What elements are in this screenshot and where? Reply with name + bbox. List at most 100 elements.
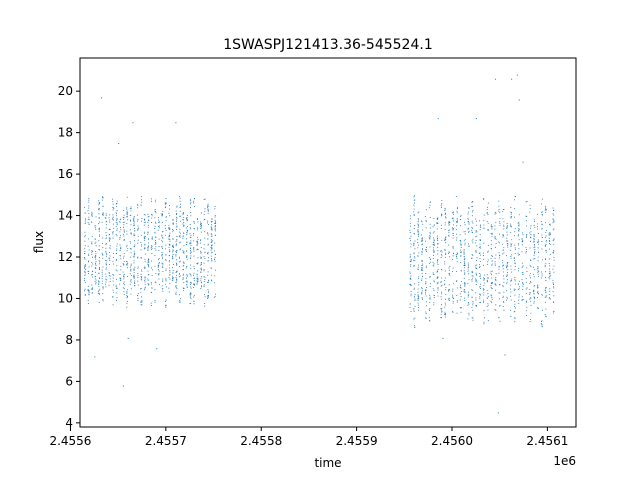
data-point xyxy=(418,276,420,278)
data-point xyxy=(109,219,111,221)
data-point xyxy=(518,221,520,223)
data-point xyxy=(182,219,184,221)
data-point xyxy=(165,202,167,204)
data-point xyxy=(84,219,86,221)
data-point xyxy=(161,255,163,257)
data-point xyxy=(122,271,124,273)
data-point xyxy=(214,228,216,230)
data-point xyxy=(144,287,146,289)
data-point xyxy=(98,283,100,285)
data-point xyxy=(84,270,86,272)
data-point xyxy=(196,283,198,285)
data-point xyxy=(494,263,496,265)
data-point xyxy=(154,244,156,246)
data-point xyxy=(456,252,458,254)
data-point xyxy=(464,242,466,244)
data-point xyxy=(436,223,438,225)
data-point xyxy=(172,254,174,255)
data-point xyxy=(98,208,99,210)
data-point xyxy=(445,313,447,315)
data-point xyxy=(444,208,446,210)
data-point xyxy=(482,287,484,289)
data-point xyxy=(113,291,115,293)
data-point xyxy=(126,297,128,299)
data-point xyxy=(164,227,166,229)
data-point xyxy=(176,250,177,252)
data-point xyxy=(490,270,492,272)
data-point xyxy=(440,317,442,318)
data-point xyxy=(161,285,163,287)
data-point xyxy=(410,311,412,313)
data-point xyxy=(203,244,205,246)
data-point xyxy=(172,249,174,251)
data-point xyxy=(460,251,462,253)
data-point xyxy=(514,317,516,319)
data-point xyxy=(158,238,160,240)
data-point xyxy=(164,204,166,206)
data-point xyxy=(201,276,203,278)
data-point xyxy=(129,219,131,221)
data-point xyxy=(506,279,508,281)
data-point xyxy=(176,243,178,245)
data-point xyxy=(541,211,543,213)
data-point xyxy=(172,251,174,253)
data-point xyxy=(464,263,466,264)
data-point xyxy=(154,231,156,233)
data-point xyxy=(144,237,146,239)
data-point xyxy=(536,213,538,215)
data-point xyxy=(529,294,531,296)
data-point xyxy=(134,284,136,286)
data-point xyxy=(119,274,121,275)
data-point xyxy=(413,208,415,210)
data-point xyxy=(95,245,97,247)
data-point xyxy=(140,234,142,236)
data-point xyxy=(467,221,469,223)
data-point xyxy=(211,221,213,222)
data-point xyxy=(207,292,209,294)
data-point xyxy=(91,253,93,255)
data-point xyxy=(190,215,192,217)
data-point xyxy=(95,255,97,257)
data-point xyxy=(471,227,473,229)
data-point xyxy=(214,208,216,210)
data-point xyxy=(429,204,431,206)
data-point xyxy=(99,269,100,270)
data-point xyxy=(126,207,128,209)
data-point xyxy=(413,243,415,245)
data-point xyxy=(437,295,439,297)
data-point xyxy=(522,288,524,290)
data-point xyxy=(158,284,160,286)
data-point xyxy=(176,270,178,272)
data-point xyxy=(552,283,554,285)
data-point xyxy=(464,264,466,266)
data-point xyxy=(133,262,135,264)
data-point-outlier xyxy=(504,354,506,356)
data-point xyxy=(112,203,114,205)
data-point xyxy=(514,247,516,249)
data-point xyxy=(172,255,173,257)
data-point xyxy=(162,264,164,266)
data-point xyxy=(537,223,539,225)
data-point xyxy=(463,290,465,292)
data-point xyxy=(503,224,505,226)
data-point xyxy=(491,282,493,284)
data-point xyxy=(133,282,135,284)
data-point xyxy=(514,262,516,264)
data-point xyxy=(460,241,462,243)
data-point xyxy=(452,301,454,302)
data-point xyxy=(487,222,489,224)
data-point xyxy=(158,225,160,227)
data-point xyxy=(445,256,446,258)
data-point xyxy=(479,264,480,266)
data-point xyxy=(483,301,484,303)
data-point xyxy=(105,276,107,278)
data-point xyxy=(429,217,431,218)
data-point xyxy=(456,221,458,223)
data-point xyxy=(479,252,480,254)
data-point xyxy=(84,212,86,214)
data-point xyxy=(126,215,128,217)
data-point xyxy=(541,326,543,328)
data-point xyxy=(155,211,157,213)
data-point xyxy=(537,241,539,243)
data-point xyxy=(479,293,481,295)
